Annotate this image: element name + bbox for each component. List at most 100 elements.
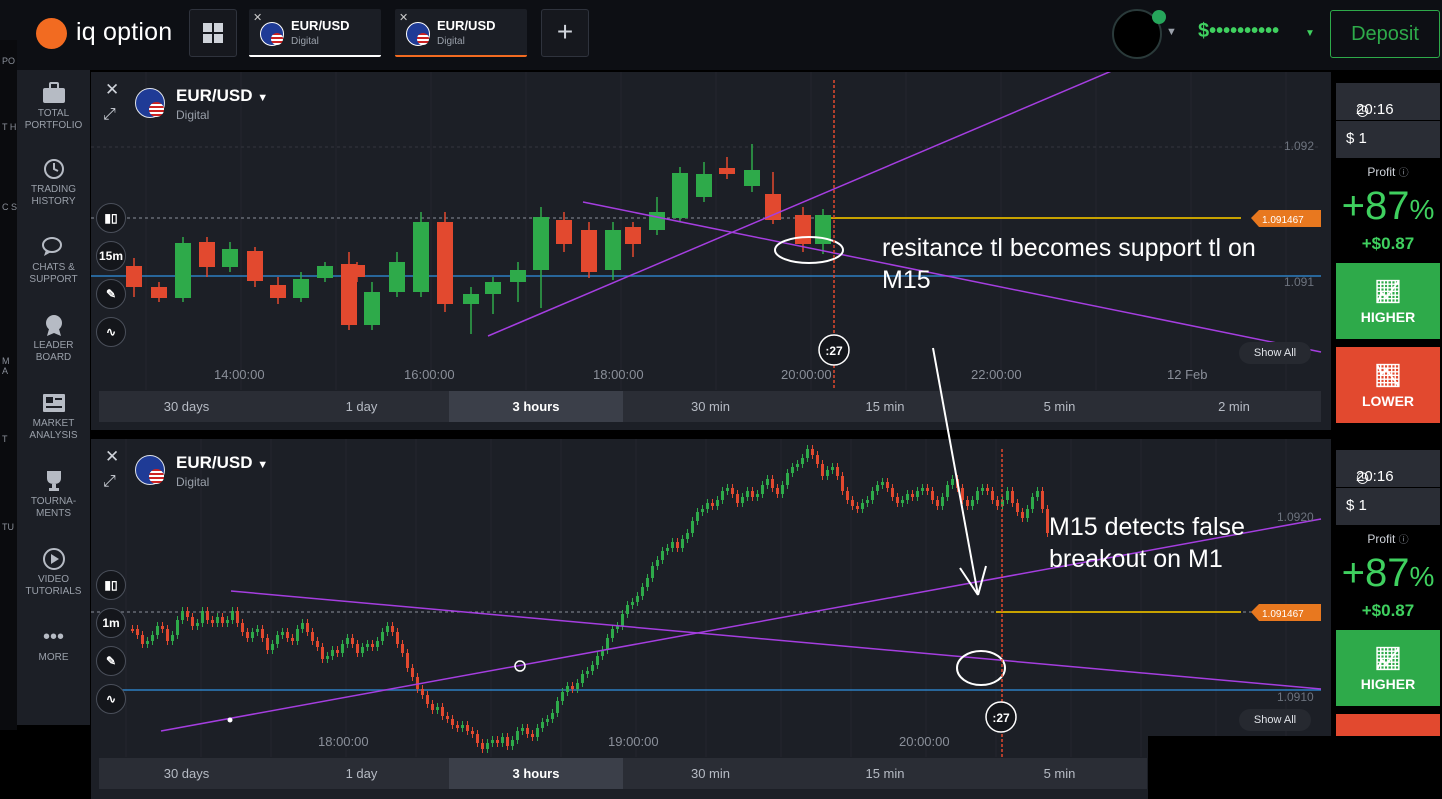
expiry-time-field[interactable]: ◷ 20:16 bbox=[1336, 83, 1440, 120]
indicators-button[interactable]: ∿ bbox=[96, 317, 126, 347]
timeframe-option[interactable]: 5 min bbox=[1043, 399, 1076, 414]
candle-type-button[interactable]: ▮▯ bbox=[96, 203, 126, 233]
current-price-tag bbox=[1251, 210, 1321, 227]
close-icon[interactable]: ✕ bbox=[105, 80, 120, 99]
candle bbox=[364, 292, 380, 325]
candle bbox=[746, 491, 749, 497]
status-badge bbox=[1152, 10, 1166, 24]
sidebar-item-label: CHATS & SUPPORT bbox=[29, 262, 78, 285]
candle bbox=[521, 728, 524, 731]
candle bbox=[621, 614, 624, 626]
candle bbox=[466, 725, 469, 731]
candlestick-chart[interactable]: :27 1.091467 bbox=[91, 72, 1331, 390]
profit-label-text: Profit bbox=[1367, 532, 1396, 546]
timeframe-option[interactable]: 30 days bbox=[163, 766, 210, 781]
timeframe-option[interactable]: 15 min bbox=[865, 399, 905, 414]
candle bbox=[986, 488, 989, 491]
timeframe-option[interactable]: 30 min bbox=[690, 766, 731, 781]
close-tab-icon[interactable]: ✕ bbox=[399, 12, 409, 24]
candle bbox=[401, 644, 404, 653]
candle bbox=[1001, 500, 1004, 506]
candle bbox=[861, 503, 864, 509]
higher-button[interactable]: 📈︎ HIGHER bbox=[1336, 630, 1440, 706]
time-axis-label: 18:00:00 bbox=[318, 734, 369, 749]
show-all-button[interactable]: Show All bbox=[1239, 709, 1311, 731]
sidebar-item-history[interactable]: TRADING HISTORY bbox=[17, 158, 90, 208]
timeframe-option[interactable]: 1 day bbox=[345, 766, 378, 781]
draw-tool-button[interactable]: ✎ bbox=[96, 646, 126, 676]
timeframe-option[interactable]: 30 days bbox=[163, 399, 210, 414]
candle bbox=[786, 473, 789, 485]
draw-tool-button[interactable]: ✎ bbox=[96, 279, 126, 309]
candle bbox=[241, 623, 244, 632]
sidebar-item-leaderboard[interactable]: LEADER BOARD bbox=[17, 314, 90, 364]
sidebar-item-portfolio[interactable]: TOTAL PORTFOLIO bbox=[17, 82, 90, 132]
info-icon[interactable]: ⓘ bbox=[1398, 535, 1409, 546]
expand-icon[interactable]: ⤢ bbox=[103, 473, 116, 490]
candle bbox=[476, 734, 479, 743]
balance-display[interactable]: $•••••••••• bbox=[1198, 20, 1280, 42]
candle bbox=[625, 227, 641, 244]
blank-area bbox=[1148, 736, 1442, 799]
sidebar-item-market-analysis[interactable]: MARKET ANALYSIS bbox=[17, 392, 90, 442]
candle bbox=[941, 497, 944, 506]
candle-type-button[interactable]: ▮▯ bbox=[96, 570, 126, 600]
timeframe-option[interactable]: 15 min bbox=[865, 766, 905, 781]
chevron-down-icon[interactable]: ▼ bbox=[1166, 26, 1177, 38]
grid-menu-button[interactable] bbox=[189, 9, 237, 57]
expiry-timer-label: :27 bbox=[825, 344, 843, 358]
candle bbox=[586, 671, 589, 674]
asset-selector[interactable]: EUR/USD ▼ bbox=[176, 453, 268, 473]
interval-button[interactable]: 1m bbox=[96, 608, 126, 638]
timeframe-option[interactable]: 30 min bbox=[690, 399, 731, 414]
clipped-text: M A bbox=[2, 356, 10, 376]
timeframe-option[interactable]: 1 day bbox=[345, 399, 378, 414]
candle bbox=[317, 266, 333, 278]
sidebar-item-video-tutorials[interactable]: VIDEO TUTORIALS bbox=[17, 548, 90, 598]
chevron-down-icon[interactable]: ▼ bbox=[1305, 28, 1315, 39]
higher-button[interactable]: 📈︎ HIGHER bbox=[1336, 263, 1440, 339]
asset-selector[interactable]: EUR/USD ▼ bbox=[176, 86, 268, 106]
indicators-button[interactable]: ∿ bbox=[96, 684, 126, 714]
sidebar-item-chats[interactable]: CHATS & SUPPORT bbox=[17, 236, 90, 286]
trend-up-icon: 📈︎ bbox=[1374, 279, 1402, 304]
lower-button[interactable]: 📉︎ LOWER bbox=[1336, 347, 1440, 423]
candle bbox=[821, 464, 824, 476]
candles-icon: ▮▯ bbox=[104, 578, 118, 592]
investment-amount-field[interactable]: $ 1 bbox=[1336, 488, 1440, 525]
expand-icon[interactable]: ⤢ bbox=[103, 106, 116, 123]
current-price-label: 1.091467 bbox=[1262, 215, 1304, 226]
interval-button[interactable]: 15m bbox=[96, 241, 126, 271]
timeframe-option[interactable]: 5 min bbox=[1043, 766, 1076, 781]
add-tab-button[interactable]: + bbox=[541, 9, 589, 57]
sidebar-item-tournaments[interactable]: TOURNA-MENTS bbox=[17, 470, 90, 520]
candle bbox=[761, 485, 764, 494]
info-icon[interactable]: ⓘ bbox=[1398, 168, 1409, 179]
grid-icon bbox=[203, 23, 223, 43]
timeframe-option-active[interactable]: 3 hours bbox=[449, 391, 623, 422]
investment-amount-field[interactable]: $ 1 bbox=[1336, 121, 1440, 158]
asset-tab[interactable]: ✕ EUR/USD Digital bbox=[249, 9, 381, 57]
candle bbox=[381, 632, 384, 641]
candle bbox=[216, 617, 219, 623]
brand-logo-text: iq option bbox=[76, 18, 173, 46]
close-tab-icon[interactable]: ✕ bbox=[253, 12, 263, 24]
clipped-panel: PO T H C S M A T TU bbox=[0, 40, 17, 730]
expiry-time-field[interactable]: ◷ 20:16 bbox=[1336, 450, 1440, 487]
timeframe-option[interactable]: 2 min bbox=[1218, 399, 1250, 414]
show-all-button[interactable]: Show All bbox=[1239, 342, 1311, 364]
candlestick-chart[interactable]: :27 1.091467 bbox=[91, 439, 1331, 757]
asset-tab[interactable]: ✕ EUR/USD Digital bbox=[395, 9, 527, 57]
lower-button[interactable] bbox=[1336, 714, 1440, 736]
candle bbox=[636, 596, 639, 602]
candle bbox=[181, 611, 184, 620]
candle bbox=[806, 449, 809, 458]
sidebar-item-more[interactable]: ••• MORE bbox=[17, 626, 90, 664]
deposit-button[interactable]: Deposit bbox=[1330, 10, 1440, 58]
candle bbox=[719, 168, 735, 174]
tab-symbol: EUR/USD bbox=[437, 18, 496, 33]
candle bbox=[661, 551, 664, 560]
close-icon[interactable]: ✕ bbox=[105, 447, 120, 466]
timeframe-option-active[interactable]: 3 hours bbox=[449, 758, 623, 789]
candle bbox=[881, 482, 884, 485]
